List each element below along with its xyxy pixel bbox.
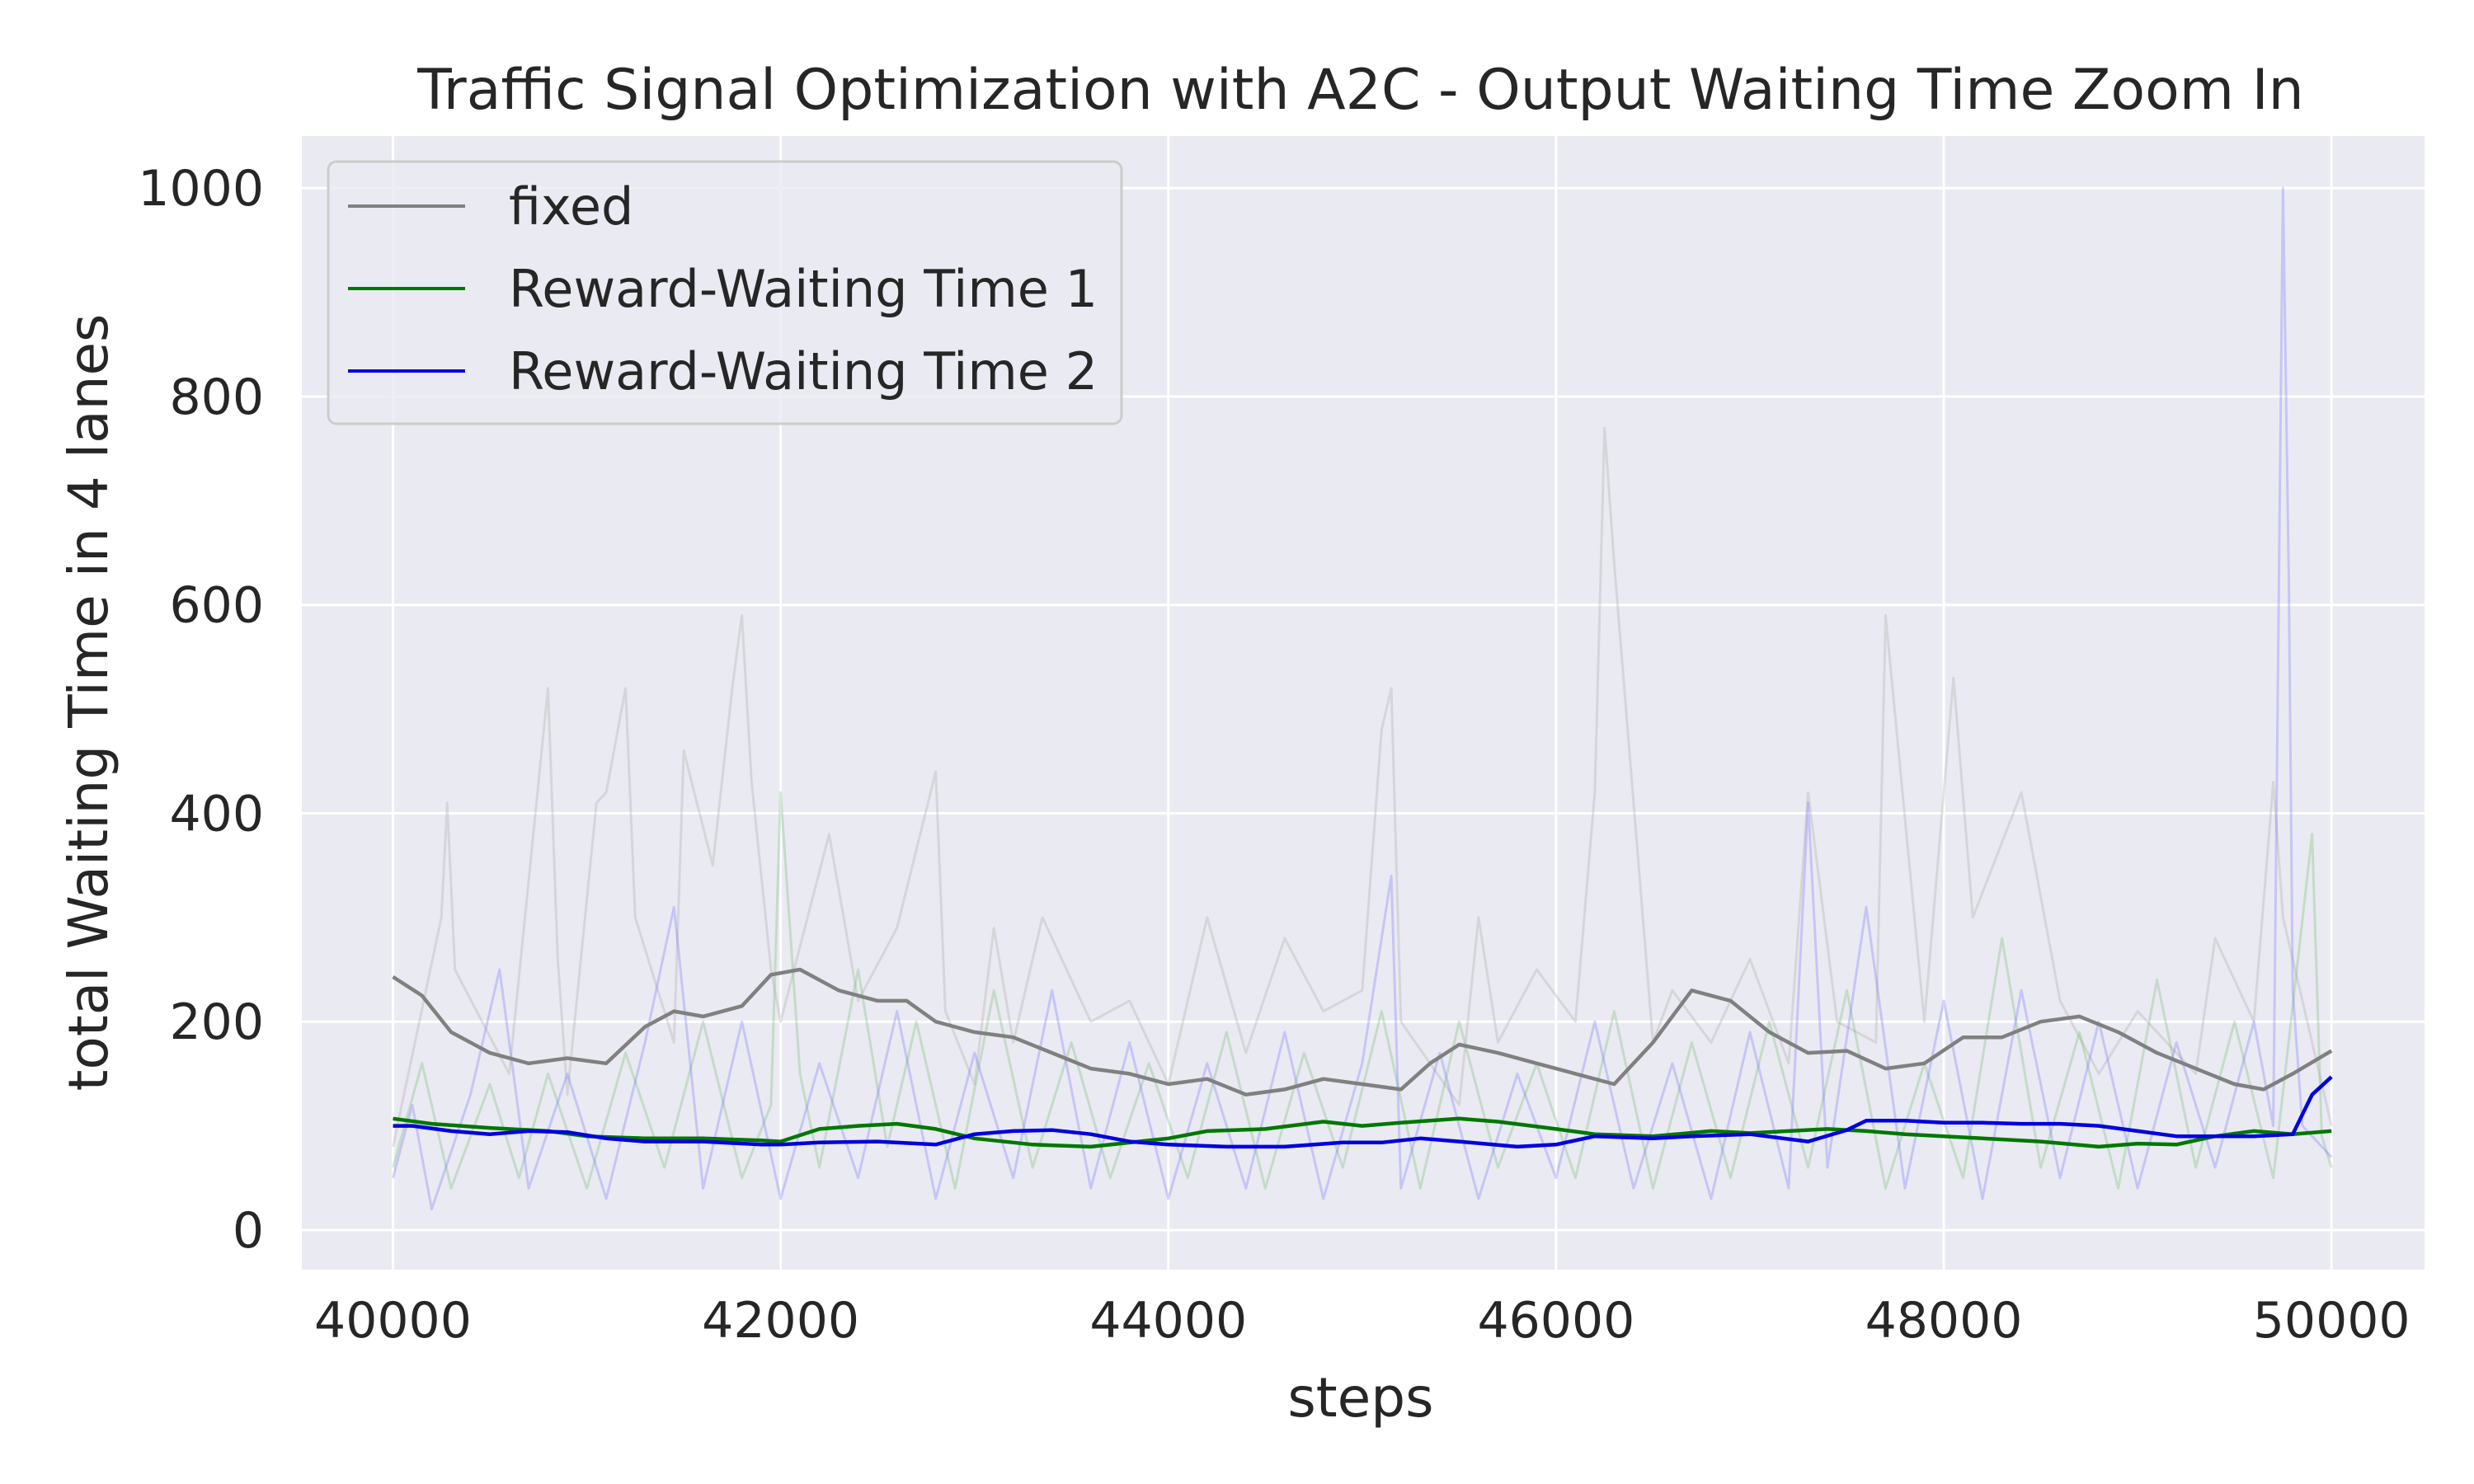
- raw-series-line: [392, 426, 2333, 1148]
- x-tick-label: 40000: [314, 1292, 472, 1350]
- y-axis-label: total Waiting Time in 4 lanes: [57, 314, 120, 1092]
- x-tick-label: 48000: [1865, 1292, 2023, 1350]
- y-tick-label: 800: [169, 369, 264, 426]
- x-axis-label: steps: [1287, 1366, 1433, 1430]
- series-lines: [392, 186, 2333, 1211]
- series-line-fixed: [392, 967, 2333, 1097]
- series-line-reward-waiting-time-1: [393, 1116, 2332, 1149]
- tick-labels: 40000 42000 44000 46000 48000 50000 0 200 400 600…: [138, 160, 2410, 1350]
- chart-title: Traffic Signal Optimization with A2C - O…: [416, 58, 2303, 123]
- x-tick-label: 50000: [2253, 1292, 2411, 1350]
- x-tick-label: 44000: [1089, 1292, 1247, 1350]
- legend-box: [327, 160, 1123, 425]
- series-line-reward-waiting-time-2: [393, 1075, 2333, 1149]
- raw-series-line: [392, 186, 2333, 1211]
- legend-label-reward-waiting-time-2: Reward-Waiting Time 2: [509, 341, 1098, 402]
- y-tick-label: 400: [169, 785, 264, 843]
- raw-series-line: [392, 791, 2333, 1190]
- legend: fixed Reward-Waiting Time 1 Reward-Waiti…: [327, 160, 1123, 425]
- y-tick-label: 600: [169, 577, 264, 635]
- y-tick-label: 200: [169, 993, 264, 1051]
- legend-label-reward-waiting-time-1: Reward-Waiting Time 1: [509, 259, 1098, 319]
- y-tick-label: 0: [233, 1202, 264, 1260]
- x-tick-label: 46000: [1477, 1292, 1634, 1350]
- x-tick-label: 42000: [702, 1292, 859, 1350]
- y-tick-label: 1000: [138, 160, 264, 218]
- legend-label-fixed: fixed: [509, 176, 633, 237]
